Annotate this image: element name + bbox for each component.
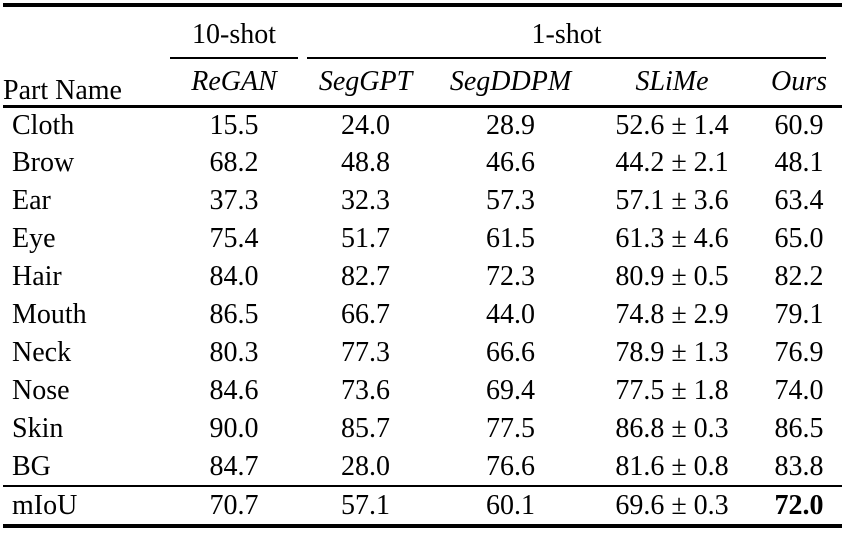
- value-cell: 24.0: [341, 109, 390, 141]
- value-cell: 61.3 ± 4.6: [615, 223, 729, 254]
- group-label-1-shot: 1-shot: [307, 21, 826, 59]
- table-row: Ear 37.3 32.3 57.3 57.1 ± 3.6 63.4: [3, 182, 842, 220]
- value-cell: 63.4: [774, 185, 824, 216]
- table-row: Hair 84.0 82.7 72.3 80.9 ± 0.5 82.2: [3, 258, 842, 296]
- part-name-cell: BG: [12, 450, 51, 482]
- part-name-cell: Skin: [12, 413, 64, 444]
- table-summary: mIoU 70.7 57.1 60.1 69.6 ± 0.3 72.0: [3, 485, 842, 526]
- summary-value-cell: 60.1: [433, 485, 588, 526]
- value-cell: 82.7: [341, 261, 390, 292]
- value-cell: 76.9: [774, 337, 824, 368]
- value-cell: 72.3: [486, 261, 535, 292]
- part-name-cell: Hair: [12, 261, 62, 292]
- value-cell: 75.4: [209, 223, 259, 254]
- value-cell: 68.2: [209, 147, 259, 178]
- summary-row-miou: mIoU 70.7 57.1 60.1 69.6 ± 0.3 72.0: [3, 485, 842, 526]
- value-cell: 86.5: [774, 413, 824, 444]
- method-header-row: ReGAN SegGPT SegDDPM SLiMe Ours: [3, 59, 842, 108]
- value-cell: 61.5: [486, 223, 535, 254]
- value-cell: 80.3: [209, 337, 259, 368]
- segmentation-results-table: Part Name 10-shot 1-shot ReGAN SegGPT Se…: [3, 3, 842, 528]
- value-cell: 82.2: [774, 261, 824, 292]
- value-cell: 77.5: [486, 413, 535, 444]
- value-cell: 78.9 ± 1.3: [615, 337, 729, 368]
- value-cell: 84.7: [209, 450, 259, 482]
- group-header-10-shot: 10-shot: [170, 5, 298, 59]
- summary-value-cell-best: 72.0: [756, 485, 842, 526]
- method-header-ours: Ours: [756, 59, 842, 108]
- value-cell: 86.8 ± 0.3: [615, 413, 729, 444]
- value-cell: 28.0: [341, 450, 390, 482]
- value-cell: 15.5: [209, 109, 259, 141]
- value-cell: 65.0: [774, 223, 824, 254]
- value-cell: 73.6: [341, 375, 390, 406]
- value-cell: 79.1: [774, 299, 824, 330]
- table-row: Skin 90.0 85.7 77.5 86.8 ± 0.3 86.5: [3, 410, 842, 448]
- table-row: Cloth 15.5 24.0 28.9 52.6 ± 1.4 60.9: [3, 106, 842, 144]
- value-cell: 77.5 ± 1.8: [615, 375, 729, 406]
- value-cell: 76.6: [486, 450, 535, 482]
- part-name-cell: Ear: [12, 185, 51, 216]
- value-cell: 84.0: [209, 261, 259, 292]
- value-cell: 85.7: [341, 413, 390, 444]
- value-cell: 51.7: [341, 223, 390, 254]
- group-header-1-shot: 1-shot: [298, 5, 842, 59]
- summary-label-cell: mIoU: [3, 485, 170, 526]
- value-cell: 80.9 ± 0.5: [615, 261, 729, 292]
- group-label-10-shot: 10-shot: [170, 21, 298, 59]
- table-header: Part Name 10-shot 1-shot ReGAN SegGPT Se…: [3, 5, 842, 108]
- method-header-segddpm: SegDDPM: [433, 59, 588, 108]
- value-cell: 66.6: [486, 337, 535, 368]
- value-cell: 90.0: [209, 413, 259, 444]
- value-cell: 77.3: [341, 337, 390, 368]
- value-cell: 74.8 ± 2.9: [615, 299, 729, 330]
- value-cell: 57.1 ± 3.6: [615, 185, 729, 216]
- part-name-cell: Brow: [12, 147, 75, 178]
- value-cell: 48.8: [341, 147, 390, 178]
- method-header-seggpt: SegGPT: [298, 59, 433, 108]
- value-cell: 32.3: [341, 185, 390, 216]
- table-row: BG 84.7 28.0 76.6 81.6 ± 0.8 83.8: [3, 448, 842, 486]
- value-cell: 46.6: [486, 147, 535, 178]
- value-cell: 84.6: [209, 375, 259, 406]
- part-name-cell: Mouth: [12, 299, 87, 330]
- method-header-slime: SLiMe: [588, 59, 756, 108]
- part-name-header: Part Name: [3, 5, 170, 108]
- value-cell: 81.6 ± 0.8: [615, 450, 729, 482]
- value-cell: 57.3: [486, 185, 535, 216]
- value-cell: 74.0: [774, 375, 824, 406]
- summary-value-cell: 70.7: [170, 485, 298, 526]
- value-cell: 44.0: [486, 299, 535, 330]
- part-name-cell: Nose: [12, 375, 70, 406]
- table-body: Cloth 15.5 24.0 28.9 52.6 ± 1.4 60.9 Bro…: [3, 106, 842, 486]
- value-cell: 86.5: [209, 299, 259, 330]
- value-cell: 37.3: [209, 185, 259, 216]
- part-name-cell: Eye: [12, 223, 56, 254]
- value-cell: 48.1: [774, 147, 824, 178]
- paper-table-container: Part Name 10-shot 1-shot ReGAN SegGPT Se…: [3, 3, 842, 528]
- value-cell: 52.6 ± 1.4: [615, 109, 729, 141]
- table-row: Mouth 86.5 66.7 44.0 74.8 ± 2.9 79.1: [3, 296, 842, 334]
- summary-value-cell: 69.6 ± 0.3: [588, 485, 756, 526]
- value-cell: 83.8: [774, 450, 824, 482]
- table-row: Brow 68.2 48.8 46.6 44.2 ± 2.1 48.1: [3, 144, 842, 182]
- value-cell: 60.9: [774, 109, 824, 141]
- summary-value-cell: 57.1: [298, 485, 433, 526]
- table-row: Eye 75.4 51.7 61.5 61.3 ± 4.6 65.0: [3, 220, 842, 258]
- part-name-cell: Neck: [12, 337, 72, 368]
- value-cell: 66.7: [341, 299, 390, 330]
- table-row: Nose 84.6 73.6 69.4 77.5 ± 1.8 74.0: [3, 372, 842, 410]
- value-cell: 28.9: [486, 109, 535, 141]
- table-row: Neck 80.3 77.3 66.6 78.9 ± 1.3 76.9: [3, 334, 842, 372]
- method-header-regan: ReGAN: [170, 59, 298, 108]
- value-cell: 69.4: [486, 375, 535, 406]
- group-header-row: Part Name 10-shot 1-shot: [3, 5, 842, 108]
- part-name-cell: Cloth: [12, 109, 75, 141]
- value-cell: 44.2 ± 2.1: [615, 147, 729, 178]
